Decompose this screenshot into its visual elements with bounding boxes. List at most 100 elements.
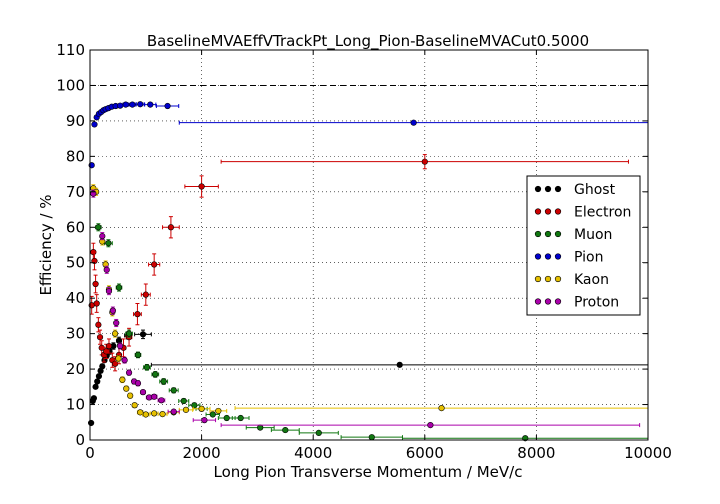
data-point — [159, 411, 166, 418]
x-tick-label: 6000 — [406, 444, 444, 462]
data-point — [109, 307, 116, 314]
legend-marker — [544, 298, 552, 305]
x-tick-label: 2000 — [183, 444, 221, 462]
y-tick-label: 30 — [66, 325, 85, 343]
data-point — [122, 101, 129, 108]
y-tick-label: 0 — [75, 431, 85, 449]
data-point — [134, 311, 141, 318]
data-point — [438, 404, 445, 412]
data-point — [105, 342, 113, 350]
data-point — [113, 319, 120, 327]
data-point — [99, 233, 106, 240]
x-tick-label: 10000 — [624, 444, 672, 462]
data-point — [215, 407, 222, 415]
data-point — [223, 414, 230, 422]
data-point — [115, 284, 123, 291]
data-point — [158, 397, 165, 404]
data-point — [137, 101, 144, 108]
legend-marker — [534, 230, 542, 238]
legend-label: Muon — [574, 227, 612, 243]
data-point — [125, 369, 133, 376]
data-point — [170, 408, 177, 415]
data-point — [121, 357, 128, 364]
legend-label: Electron — [574, 205, 631, 221]
data-point — [427, 422, 434, 429]
legend-marker — [544, 208, 552, 215]
data-point — [282, 426, 289, 434]
series-muon — [95, 223, 649, 442]
series-electron — [88, 154, 629, 372]
data-point — [99, 363, 106, 370]
data-point — [170, 387, 177, 394]
data-point — [182, 406, 190, 413]
data-point — [115, 355, 122, 362]
legend-marker — [544, 185, 552, 193]
data-point — [117, 102, 124, 109]
data-point — [139, 331, 147, 338]
data-point — [95, 224, 102, 231]
data-point — [134, 351, 142, 359]
legend-box — [526, 175, 641, 316]
x-axis-title: Long Pion Transverse Momentum / MeV/c — [214, 463, 523, 481]
data-point — [151, 261, 158, 268]
y-tick-label: 10 — [66, 396, 85, 414]
legend-marker — [534, 298, 542, 305]
legend-marker — [554, 208, 562, 215]
data-point — [368, 434, 375, 441]
y-tick-label: 90 — [66, 112, 85, 130]
legend-marker — [534, 208, 542, 215]
legend: Ghost Electron Muon Pion Kaon Proton — [526, 175, 641, 316]
x-tick-label: 8000 — [517, 444, 555, 462]
legend-marker — [544, 230, 552, 238]
data-point — [257, 424, 264, 431]
data-point — [201, 417, 208, 424]
data-point — [237, 414, 244, 422]
data-point — [315, 429, 322, 437]
legend-item-kaon: Kaon — [534, 272, 609, 288]
data-point — [151, 393, 158, 400]
legend-marker — [554, 230, 562, 238]
data-point — [119, 376, 126, 383]
legend-label: Kaon — [574, 272, 609, 288]
data-point — [91, 121, 98, 128]
data-point — [92, 383, 99, 390]
data-point — [139, 389, 147, 396]
y-tick-label: 100 — [56, 76, 85, 94]
data-point — [151, 410, 158, 417]
x-tick-label: 4000 — [294, 444, 332, 462]
legend-label: Ghost — [574, 182, 616, 198]
legend-marker — [554, 275, 562, 283]
data-point — [198, 405, 205, 412]
data-point — [129, 101, 136, 108]
y-tick-label: 40 — [66, 289, 85, 307]
chart-title: BaselineMVAEffVTrackPt_Long_Pion-Baselin… — [147, 32, 589, 51]
data-point — [92, 280, 99, 288]
y-tick-label: 50 — [66, 254, 85, 272]
data-point — [164, 102, 171, 110]
legend-item-electron: Electron — [534, 205, 631, 221]
legend-marker — [554, 185, 562, 193]
data-point — [191, 402, 198, 409]
data-point — [180, 397, 187, 405]
data-point — [123, 385, 130, 392]
data-point — [115, 337, 123, 344]
data-point — [105, 240, 112, 247]
legend-label: Proton — [574, 295, 619, 311]
data-point — [396, 361, 403, 368]
data-point — [137, 409, 144, 416]
series-proton — [90, 189, 641, 429]
data-point — [95, 373, 103, 380]
plot-frame — [89, 49, 649, 441]
data-point — [410, 119, 417, 126]
y-tick-label: 70 — [66, 183, 85, 201]
data-point — [142, 291, 149, 298]
data-point — [93, 300, 100, 307]
data-point — [421, 158, 428, 165]
y-axis-title: Efficiency / % — [37, 194, 55, 295]
legend-marker — [544, 253, 552, 260]
x-tick-label: 0 — [85, 444, 95, 462]
legend-marker — [554, 298, 562, 305]
data-point — [112, 330, 119, 337]
data-point — [131, 402, 138, 409]
y-tick-label: 110 — [56, 41, 85, 59]
